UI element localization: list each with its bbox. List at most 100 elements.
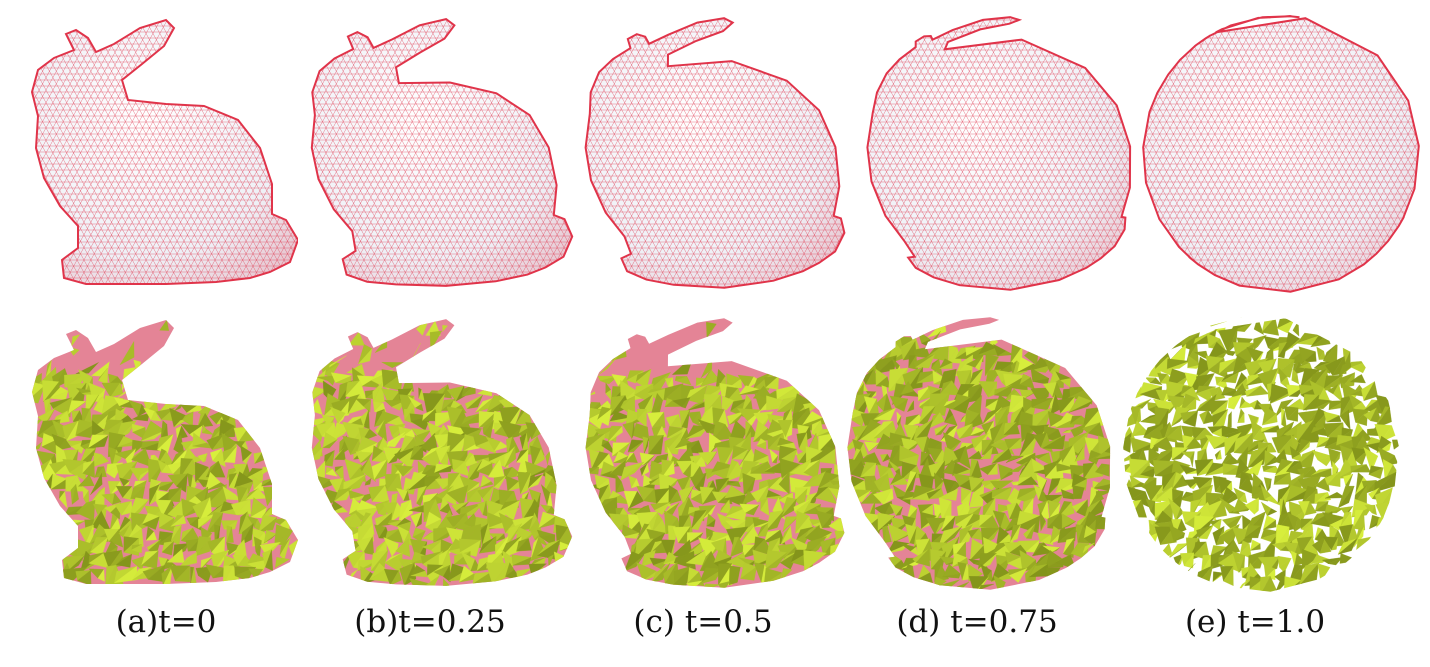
facet xyxy=(311,389,328,401)
facet xyxy=(953,397,971,414)
facet xyxy=(1253,335,1267,351)
facet xyxy=(1338,486,1355,508)
facet xyxy=(718,581,731,588)
facet xyxy=(1227,328,1238,353)
facet xyxy=(274,530,294,546)
facet xyxy=(504,466,523,480)
facet xyxy=(1060,378,1071,388)
facet xyxy=(235,499,251,515)
facet xyxy=(624,556,644,572)
facet xyxy=(740,566,757,581)
facet xyxy=(746,376,760,390)
facet xyxy=(322,363,340,378)
facet xyxy=(1244,525,1262,539)
facet xyxy=(1226,515,1243,532)
facet xyxy=(1263,519,1277,530)
facet xyxy=(363,536,375,555)
facet xyxy=(1276,319,1295,334)
caption-b: (b)t=0.25 xyxy=(354,604,506,640)
facet xyxy=(1331,452,1341,468)
facet xyxy=(720,499,731,515)
facet xyxy=(987,462,998,475)
shaded-mesh-e xyxy=(1123,316,1399,592)
facet xyxy=(1040,500,1050,521)
facet xyxy=(914,347,931,359)
facet xyxy=(637,408,647,428)
facet xyxy=(993,384,1013,398)
facet xyxy=(494,441,509,452)
mesh-wires xyxy=(32,20,298,284)
facet xyxy=(1339,553,1360,564)
facet xyxy=(706,519,716,528)
facet xyxy=(1173,532,1186,542)
facet xyxy=(756,441,767,450)
facet xyxy=(1062,521,1076,529)
mesh-surface xyxy=(584,17,846,289)
facet xyxy=(764,552,788,570)
facet xyxy=(49,390,69,400)
facet xyxy=(398,499,413,523)
facet xyxy=(97,568,105,582)
facet xyxy=(991,448,1013,464)
shaded-panel-d xyxy=(840,308,1122,600)
facet xyxy=(90,472,103,496)
facet xyxy=(661,460,675,478)
facet xyxy=(1356,536,1373,550)
facet xyxy=(1227,351,1237,356)
facet xyxy=(674,376,692,386)
facet xyxy=(628,491,645,509)
facet xyxy=(480,481,494,488)
facet xyxy=(1238,475,1256,496)
facet xyxy=(451,484,469,507)
facet xyxy=(1198,524,1214,540)
shaded-panel-c xyxy=(574,308,856,600)
caption-e: (e) t=1.0 xyxy=(1184,604,1326,640)
facet xyxy=(141,550,159,569)
facet xyxy=(547,492,553,507)
facet xyxy=(772,455,779,464)
facet xyxy=(650,532,666,543)
facet xyxy=(883,525,892,544)
facet xyxy=(1333,383,1344,404)
facet xyxy=(166,548,185,563)
facet xyxy=(1245,459,1264,476)
facet xyxy=(78,474,95,487)
facet xyxy=(121,500,134,516)
facet xyxy=(240,523,254,546)
facet xyxy=(944,414,958,426)
facet xyxy=(131,544,143,554)
facet xyxy=(641,462,650,477)
facet xyxy=(997,480,1013,492)
facet xyxy=(631,478,640,489)
facet xyxy=(1233,580,1248,592)
facet xyxy=(89,536,109,556)
facet xyxy=(959,445,971,470)
facet xyxy=(334,448,346,461)
facet xyxy=(1237,412,1245,423)
facet xyxy=(162,565,173,584)
facet xyxy=(907,400,915,412)
facet xyxy=(174,565,191,582)
facet xyxy=(409,578,432,586)
facet xyxy=(1094,482,1111,493)
facet xyxy=(1166,425,1184,442)
facet xyxy=(140,430,165,442)
facet xyxy=(1190,451,1195,468)
facet xyxy=(360,452,373,464)
facet xyxy=(728,567,741,586)
facet xyxy=(1183,410,1199,427)
facet xyxy=(1296,440,1311,456)
facet xyxy=(1325,492,1346,499)
facet xyxy=(504,445,516,468)
facet xyxy=(917,572,933,584)
wireframe-mesh-b xyxy=(310,18,574,287)
facet xyxy=(1223,565,1234,587)
facet xyxy=(123,480,130,487)
facet xyxy=(325,468,338,477)
mesh-wires xyxy=(867,17,1131,290)
facet xyxy=(1062,429,1072,434)
facet xyxy=(138,468,152,482)
facet xyxy=(1371,504,1377,516)
facet xyxy=(131,448,152,468)
